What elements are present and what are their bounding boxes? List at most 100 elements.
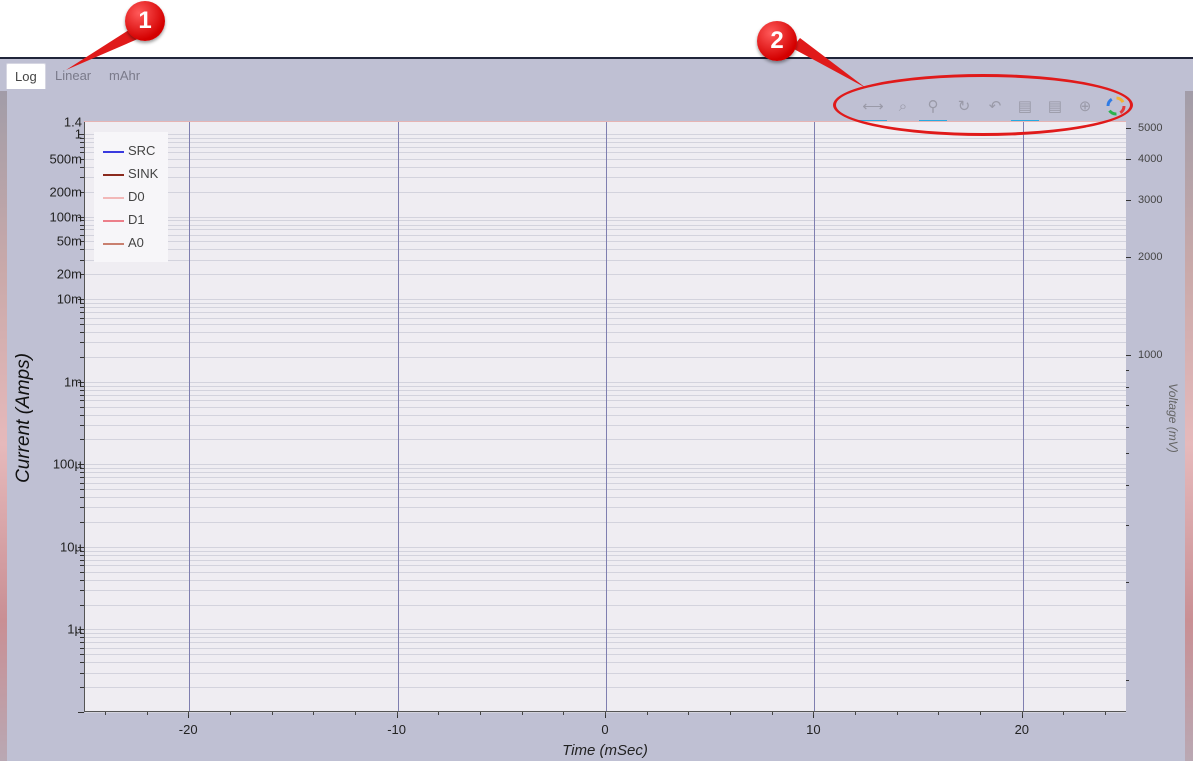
x-gridline: [189, 122, 191, 711]
y-minor-tick: [80, 177, 84, 179]
y-gridline: [85, 464, 1126, 466]
y2-tick-label: 5000: [1138, 121, 1163, 134]
top-divider: [0, 57, 1193, 59]
y-minor-tick: [80, 394, 84, 396]
x-minor-tick: [521, 712, 523, 715]
y-gridline: [85, 142, 1126, 144]
y2-minor-tick: [1126, 680, 1129, 682]
x-gridline: [397, 122, 399, 711]
y-gridline: [85, 216, 1126, 218]
y-gridline: [85, 633, 1126, 635]
y-gridline: [85, 546, 1126, 548]
tab-log[interactable]: Log: [6, 63, 46, 89]
y-minor-tick: [80, 406, 84, 408]
y-gridline: [85, 424, 1126, 426]
y-gridline: [85, 137, 1126, 139]
y-gridline: [85, 389, 1126, 391]
plot-area[interactable]: [84, 122, 1126, 713]
callout-badge-1: 1: [125, 1, 165, 41]
y-minor-tick: [80, 158, 84, 160]
y2-minor-tick: [1126, 427, 1129, 429]
y-minor-tick: [78, 712, 84, 713]
y-tick-label: 50m: [56, 233, 82, 249]
x-minor-tick: [229, 712, 231, 715]
y-minor-tick: [80, 559, 84, 561]
tab-linear[interactable]: Linear: [55, 68, 92, 83]
y-gridline: [85, 439, 1126, 441]
y-gridline: [85, 482, 1126, 484]
y2-tick-label: 3000: [1138, 193, 1163, 206]
x-tick: [813, 712, 815, 718]
y-gridline: [85, 381, 1126, 383]
y-minor-tick: [80, 224, 84, 226]
y-gridline: [85, 550, 1126, 552]
y-gridline: [85, 654, 1126, 656]
y-minor-tick: [80, 637, 84, 639]
y-gridline: [85, 134, 1126, 136]
x-minor-tick: [1021, 712, 1023, 715]
y-tick-label: 200m: [49, 184, 82, 200]
y-tick-label: 1µ: [67, 621, 82, 637]
y-minor-tick: [80, 565, 84, 567]
y-tick-label: 10µ: [60, 539, 82, 555]
y-gridline: [85, 554, 1126, 556]
y-gridline: [85, 497, 1126, 499]
y2-tick-label: 2000: [1138, 251, 1163, 264]
y-gridline: [85, 224, 1126, 226]
x-minor-tick: [146, 712, 148, 715]
x-minor-tick: [271, 712, 273, 715]
y-gridline: [85, 662, 1126, 664]
x-tick: [605, 712, 606, 718]
y-minor-tick: [78, 216, 84, 218]
x-minor-tick: [980, 712, 982, 715]
y-minor-tick: [80, 687, 84, 689]
y-gridline: [85, 507, 1126, 509]
y-minor-tick: [80, 633, 84, 635]
y-minor-tick: [80, 324, 84, 326]
tab-mahr[interactable]: mAhr: [109, 68, 141, 83]
y-gridline: [85, 177, 1126, 179]
chart-legend: SRC SINK D0 D1 A0: [94, 132, 168, 262]
y-axis-label: Current (Amps): [13, 353, 34, 483]
x-minor-tick: [1063, 712, 1065, 715]
x-minor-tick: [479, 712, 481, 715]
y-gridline: [85, 571, 1126, 573]
y-gridline: [85, 642, 1126, 644]
y-minor-tick: [80, 342, 84, 344]
y-gridline: [85, 191, 1126, 193]
y-minor-tick: [80, 477, 84, 479]
y-gridline: [85, 229, 1126, 231]
y-gridline: [85, 579, 1126, 581]
y-gridline: [85, 307, 1126, 309]
y2-tick: [1126, 257, 1131, 259]
y-gridline: [85, 477, 1126, 479]
y-gridline: [85, 259, 1126, 261]
y-gridline: [85, 472, 1126, 474]
y-minor-tick: [80, 472, 84, 474]
x-minor-tick: [855, 712, 857, 715]
y-gridline: [85, 522, 1126, 524]
y-gridline: [85, 637, 1126, 639]
y-minor-tick: [80, 302, 84, 304]
toolbar-highlight: [833, 74, 1133, 136]
y-minor-tick: [80, 356, 84, 358]
y-minor-tick: [78, 381, 84, 383]
y-minor-tick: [80, 550, 84, 552]
y-minor-tick: [80, 249, 84, 251]
y-tick-label: 20m: [56, 266, 82, 282]
y-minor-tick: [80, 229, 84, 231]
y-gridline: [85, 324, 1126, 326]
y2-tick-label: 1000: [1138, 349, 1163, 362]
y2-tick: [1126, 199, 1131, 201]
y-minor-tick: [80, 522, 84, 524]
y2-tick: [1126, 355, 1131, 357]
x-tick-label: 0: [601, 722, 609, 737]
y-gridline: [85, 468, 1126, 470]
y-gridline: [85, 317, 1126, 319]
y-minor-tick: [80, 554, 84, 556]
y-tick-label: 1.4: [63, 114, 82, 130]
x-tick: [188, 712, 190, 718]
y-minor-tick: [80, 647, 84, 649]
y-minor-tick: [80, 468, 84, 470]
x-minor-tick: [396, 712, 398, 715]
